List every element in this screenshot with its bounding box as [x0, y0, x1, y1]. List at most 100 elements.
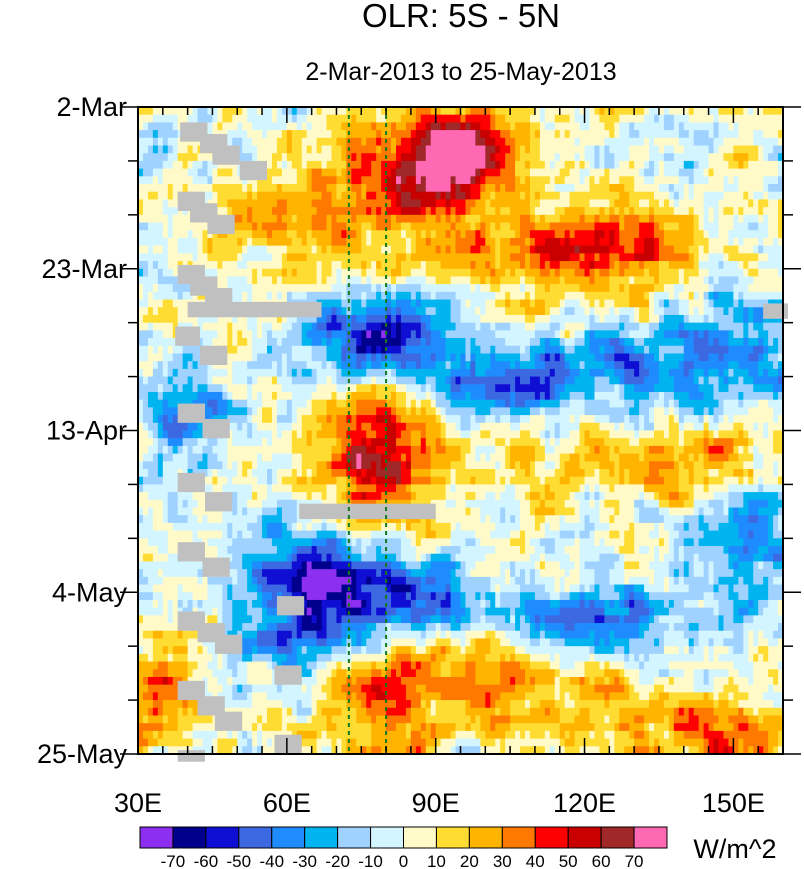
heatmap-cell	[614, 322, 620, 331]
heatmap-cell	[162, 107, 169, 116]
heatmap-cell	[763, 245, 769, 254]
heatmap-cell	[381, 361, 387, 370]
heatmap-cell	[455, 322, 462, 331]
heatmap-cell	[748, 137, 754, 147]
heatmap-cell	[386, 184, 392, 193]
heatmap-cell	[520, 345, 526, 355]
heatmap-cell	[743, 345, 749, 355]
heatmap-cell	[341, 160, 347, 170]
heatmap-cell	[534, 345, 541, 355]
heatmap-cell	[455, 307, 462, 316]
heatmap-cell	[227, 160, 233, 170]
heatmap-cell	[629, 338, 635, 347]
heatmap-cell	[619, 230, 625, 239]
heatmap-cell	[639, 291, 645, 301]
heatmap-cell	[301, 391, 308, 401]
heatmap-cell	[579, 261, 586, 270]
heatmap-cell	[301, 114, 308, 123]
heatmap-cell	[614, 245, 620, 254]
heatmap-cell	[415, 384, 422, 393]
heatmap-cell	[306, 314, 313, 324]
heatmap-cell	[252, 222, 258, 231]
heatmap-cell	[435, 153, 442, 162]
heatmap-cell	[743, 261, 749, 270]
heatmap-cell	[579, 314, 586, 324]
heatmap-cell	[296, 276, 303, 285]
heatmap-cell	[331, 384, 338, 393]
heatmap-cell	[718, 176, 725, 185]
heatmap-cell	[698, 107, 705, 116]
heatmap-cell	[286, 137, 293, 147]
heatmap-cell	[371, 338, 377, 347]
heatmap-cell	[723, 107, 730, 116]
heatmap-cell	[396, 291, 402, 301]
heatmap-cell	[252, 314, 258, 324]
heatmap-cell	[654, 268, 660, 278]
heatmap-cell	[554, 176, 561, 185]
heatmap-cell	[708, 376, 715, 385]
heatmap-cell	[683, 361, 690, 370]
heatmap-cell	[460, 114, 467, 123]
heatmap-cell	[574, 307, 581, 316]
heatmap-cell	[609, 214, 615, 224]
heatmap-cell	[654, 291, 660, 301]
heatmap-cell	[693, 184, 700, 193]
heatmap-cell	[663, 184, 670, 193]
heatmap-cell	[410, 145, 417, 154]
heatmap-cell	[371, 137, 377, 147]
heatmap-cell	[142, 376, 149, 385]
heatmap-cell	[485, 184, 491, 193]
heatmap-cell	[267, 237, 273, 247]
heatmap-cell	[262, 291, 268, 301]
heatmap-cell	[708, 160, 715, 170]
heatmap-cell	[649, 168, 655, 177]
heatmap-cell	[311, 176, 318, 185]
heatmap-cell	[247, 199, 253, 208]
heatmap-cell	[157, 353, 164, 362]
heatmap-cell	[723, 145, 730, 154]
heatmap-cell	[703, 191, 710, 201]
heatmap-cell	[604, 237, 610, 247]
heatmap-cell	[763, 345, 769, 355]
heatmap-cell	[435, 107, 442, 116]
heatmap-cell	[371, 368, 377, 378]
heatmap-cell	[520, 353, 526, 362]
heatmap-cell	[718, 338, 725, 347]
heatmap-cell	[574, 130, 581, 139]
heatmap-cell	[435, 384, 442, 393]
heatmap-cell	[475, 338, 481, 347]
heatmap-cell	[381, 207, 387, 216]
heatmap-cell	[341, 191, 347, 201]
heatmap-cell	[242, 222, 248, 231]
heatmap-cell	[698, 245, 705, 254]
heatmap-cell	[281, 199, 288, 208]
heatmap-cell	[331, 214, 338, 224]
heatmap-cell	[778, 345, 784, 355]
heatmap-cell	[500, 145, 506, 154]
heatmap-cell	[753, 122, 759, 131]
heatmap-cell	[470, 184, 476, 193]
heatmap-cell	[678, 153, 685, 162]
heatmap-cell	[460, 307, 467, 316]
heatmap-cell	[654, 384, 660, 393]
heatmap-cell	[167, 184, 174, 193]
heatmap-cell	[341, 384, 347, 393]
heatmap-cell	[594, 207, 601, 216]
heatmap-cell	[500, 237, 506, 247]
heatmap-cell	[276, 184, 283, 193]
heatmap-cell	[281, 230, 288, 239]
heatmap-cell	[554, 307, 561, 316]
heatmap-cell	[738, 168, 744, 177]
heatmap-cell	[361, 237, 367, 247]
heatmap-cell	[644, 330, 650, 339]
heatmap-cell	[182, 284, 189, 293]
heatmap-cell	[599, 122, 605, 131]
heatmap-cell	[336, 168, 343, 177]
heatmap-cell	[252, 176, 258, 185]
heatmap-cell	[445, 291, 452, 301]
heatmap-cell	[475, 299, 481, 308]
heatmap-cell	[723, 130, 730, 139]
heatmap-cell	[584, 222, 591, 231]
heatmap-cell	[212, 391, 218, 401]
heatmap-cell	[445, 222, 452, 231]
